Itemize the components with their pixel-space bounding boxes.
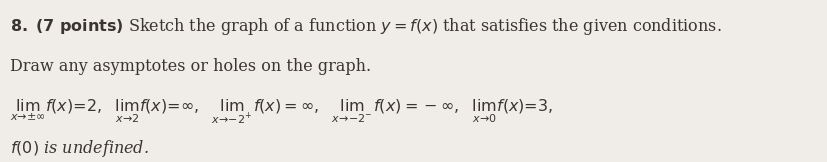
Text: Draw any asymptotes or holes on the graph.: Draw any asymptotes or holes on the grap… [11,58,371,75]
Text: $\lim_{x \to \pm\infty} f(x) = 2,$  $\lim_{x \to 2} f(x) = \infty,$  $\lim_{x \t: $\lim_{x \to \pm\infty} f(x) = 2,$ $\lim… [11,98,553,126]
Text: $f(0)$ is undefined.: $f(0)$ is undefined. [11,138,149,159]
Text: $\mathbf{8.\ (7\ points)}$ Sketch the graph of a function $y = f(x)$ that satisf: $\mathbf{8.\ (7\ points)}$ Sketch the gr… [11,16,722,37]
